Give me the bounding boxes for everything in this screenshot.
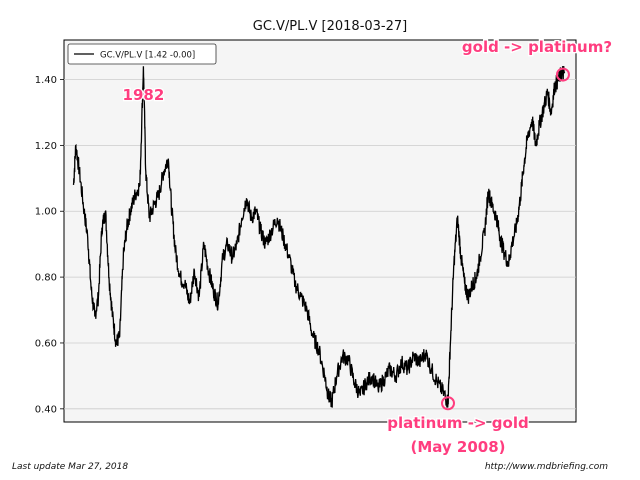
annotation-1982: 1982 — [123, 86, 165, 104]
legend-box — [67, 43, 217, 65]
source-url: http://www.mdbriefing.com — [484, 462, 608, 472]
legend-label: GC.V/PL.V [1.42 -0.00] — [100, 51, 195, 61]
y-tick-label: 1.00 — [35, 207, 57, 218]
y-tick-label: 1.20 — [35, 141, 57, 152]
annotation-gold-to-platinum: gold -> platinum? — [462, 38, 612, 56]
legend: GC.V/PL.V [1.42 -0.00] — [67, 43, 217, 65]
y-tick-label: 1.40 — [35, 75, 57, 86]
y-tick-label: 0.80 — [35, 273, 57, 284]
grid-lines — [64, 79, 576, 410]
chart-title: GC.V/PL.V [2018-03-27] — [253, 19, 408, 34]
annotations: 1982 gold -> platinum? platinum -> gold (Ma… — [121, 37, 613, 458]
series-line — [72, 65, 566, 408]
last-update-text: Last update Mar 27, 2018 — [12, 462, 129, 472]
y-axis: 0.40 0.60 0.80 1.00 1.20 1.40 — [35, 75, 64, 415]
y-tick-label: 0.60 — [35, 338, 57, 349]
annotation-circle-peak — [555, 67, 570, 82]
annotation-may-2008: (May 2008) — [410, 438, 505, 456]
y-tick-label: 0.40 — [35, 404, 57, 415]
annotation-platinum-to-gold: platinum -> gold — [387, 414, 528, 432]
annotation-circle-low — [441, 396, 455, 411]
